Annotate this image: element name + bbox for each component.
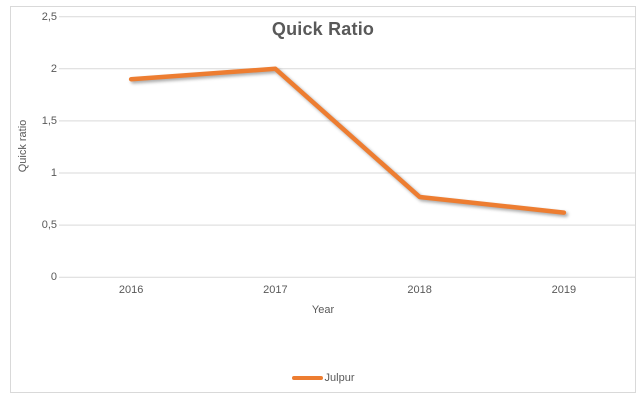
y-tick-label: 0 [50, 271, 57, 284]
legend-line-swatch [291, 376, 323, 380]
y-axis-title: Quick ratio [17, 119, 29, 173]
y-tick-label: 2 [50, 62, 57, 75]
y-tick-label: 0,5 [41, 219, 57, 232]
series-line-julpur [128, 66, 567, 215]
legend-label: Julpur [324, 372, 355, 384]
x-axis-title: Year [311, 304, 335, 316]
legend: Julpur [11, 370, 635, 386]
chart-title: Quick Ratio [271, 19, 375, 39]
chart-frame: Quick Ratio Quick ratio 0 0,5 1 1,5 2 2,5 201… [10, 6, 636, 393]
plot-area [59, 16, 636, 278]
